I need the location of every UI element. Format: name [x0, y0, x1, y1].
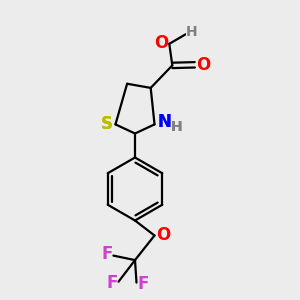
- Text: H: H: [170, 120, 182, 134]
- Text: F: F: [101, 245, 112, 263]
- Text: H: H: [185, 25, 197, 39]
- Bar: [159, 118, 169, 126]
- Text: S: S: [101, 115, 113, 133]
- Text: N: N: [157, 113, 171, 131]
- Text: S: S: [101, 115, 113, 133]
- Bar: [107, 279, 117, 287]
- Bar: [186, 28, 196, 36]
- Bar: [156, 38, 166, 47]
- Text: F: F: [137, 275, 149, 293]
- Bar: [158, 231, 168, 239]
- Text: O: O: [196, 56, 210, 74]
- Bar: [102, 250, 112, 259]
- Bar: [138, 280, 148, 288]
- Text: O: O: [156, 226, 170, 244]
- Text: H: H: [170, 120, 182, 134]
- Bar: [102, 120, 112, 128]
- Bar: [171, 123, 181, 132]
- Text: F: F: [106, 274, 118, 292]
- Text: N: N: [157, 113, 171, 131]
- Bar: [198, 61, 208, 69]
- Text: O: O: [154, 34, 168, 52]
